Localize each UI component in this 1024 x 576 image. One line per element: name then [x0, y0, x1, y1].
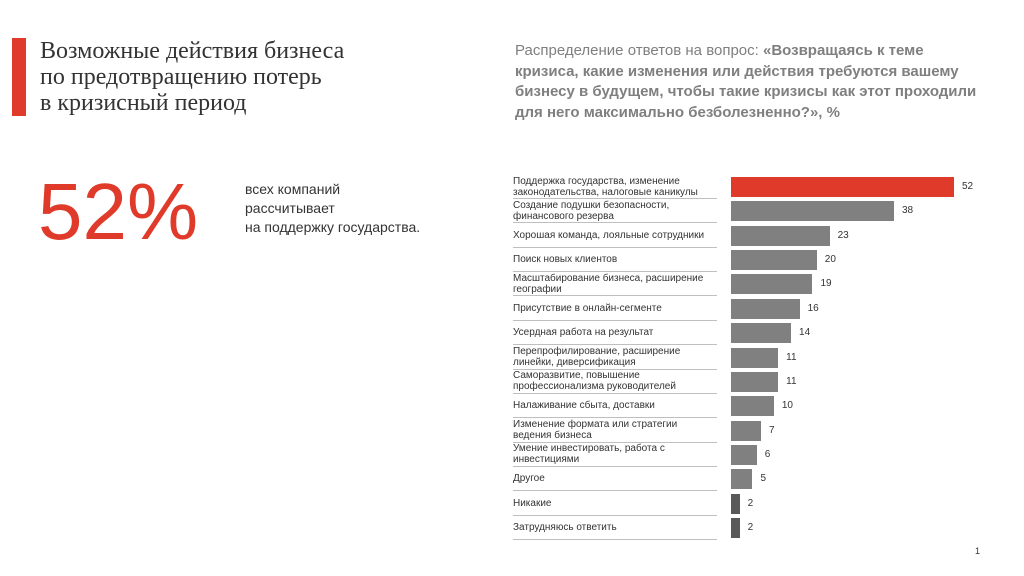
value-label: 23: [837, 229, 849, 241]
category-text: Поддержка государства, изменение законод…: [513, 175, 698, 198]
category-label: Никакие: [513, 492, 717, 516]
category-label: Присутствие в онлайн-сегменте: [513, 297, 717, 321]
category-label: Создание подушки безопасности, финансово…: [513, 199, 717, 224]
category-text: Умение инвестировать, работа с инвестици…: [513, 443, 665, 466]
chart-title-prefix: Распределение ответов на вопрос:: [515, 42, 763, 59]
bar: [731, 347, 779, 368]
slide-title: Возможные действия бизнеса по предотвраще…: [40, 38, 344, 116]
category-label: Масштабирование бизнеса, расширение геог…: [513, 272, 717, 297]
category-text: Присутствие в онлайн-сегменте: [513, 302, 662, 314]
category-label: Хорошая команда, лояльные сотрудники: [513, 224, 717, 248]
highlight-text: всех компаний рассчитывает на поддержку го…: [245, 180, 420, 237]
chart-title: Распределение ответов на вопрос: «Возвра…: [515, 41, 985, 123]
bar: [731, 396, 774, 417]
value-label: 38: [901, 205, 914, 217]
value-label: 52: [962, 181, 974, 192]
accent-bar: [12, 38, 26, 116]
bar: [731, 201, 894, 222]
category-text: Налаживание сбыта, доставки: [513, 400, 655, 412]
category-text: Изменение формата или стратегии ведения …: [513, 419, 678, 442]
category-label: Поддержка государства, изменение законод…: [513, 175, 717, 199]
value-label: 2: [747, 497, 754, 509]
category-text: Другое: [513, 473, 545, 485]
value-label: 16: [807, 302, 819, 314]
category-text: Создание подушки безопасности, финансово…: [513, 199, 670, 222]
bar: [731, 469, 753, 490]
bar: [731, 225, 830, 246]
category-label: Другое: [513, 467, 717, 492]
title-line: Возможные действия бизнеса: [40, 38, 345, 64]
bar: [731, 518, 740, 539]
highlight-line: рассчитывает: [245, 200, 335, 216]
chart-question: «Возвращаясь к теме кризиса, какие измен…: [515, 42, 977, 121]
category-text: Масштабирование бизнеса, расширение геог…: [513, 272, 704, 295]
bar: [731, 250, 817, 271]
value-label: 7: [769, 424, 775, 436]
highlight-line: на поддержку государства.: [245, 219, 421, 235]
bar: [731, 298, 800, 319]
bar: [731, 444, 757, 465]
category-text: Хорошая команда, лояльные сотрудники: [513, 229, 705, 241]
value-label: 11: [786, 351, 797, 363]
category-label: Усердная работа на результат: [513, 321, 717, 346]
category-text: Саморазвитие, повышение профессионализма…: [513, 370, 676, 393]
category-label: Поиск новых клиентов: [513, 248, 717, 273]
highlight-value: 52%: [38, 167, 199, 256]
page-number: 1: [975, 546, 981, 556]
title-line: в кризисный период: [40, 90, 247, 116]
bar: [731, 177, 954, 197]
category-label: Налаживание сбыта, доставки: [513, 394, 717, 419]
title-line: по предотвращению потерь: [40, 64, 322, 90]
category-label: Перепрофилирование, расширение линейки, …: [513, 346, 717, 370]
value-label: 11: [786, 375, 797, 387]
category-label: Умение инвестировать, работа с инвестици…: [513, 443, 717, 467]
bar: [731, 420, 762, 441]
value-label: 20: [824, 254, 836, 266]
category-text: Никакие: [513, 497, 552, 509]
value-label: 19: [820, 278, 832, 290]
category-text: Поиск новых клиентов: [513, 254, 618, 266]
bar: [731, 493, 740, 514]
category-label: Саморазвитие, повышение профессионализма…: [513, 370, 717, 394]
category-label: Изменение формата или стратегии ведения …: [513, 419, 717, 443]
bar: [731, 274, 813, 295]
category-text: Перепрофилирование, расширение линейки, …: [513, 346, 681, 369]
value-label: 10: [781, 400, 793, 412]
value-label: 14: [799, 327, 811, 339]
bar: [731, 323, 792, 344]
value-label: 2: [747, 522, 754, 534]
value-label: 5: [760, 473, 766, 485]
highlight-line: всех компаний: [245, 181, 341, 197]
bar: [731, 371, 779, 392]
category-text: Затрудняюсь ответить: [513, 522, 617, 534]
category-text: Усердная работа на результат: [513, 327, 654, 339]
value-label: 6: [764, 448, 771, 460]
category-label: Затрудняюсь ответить: [513, 516, 717, 541]
